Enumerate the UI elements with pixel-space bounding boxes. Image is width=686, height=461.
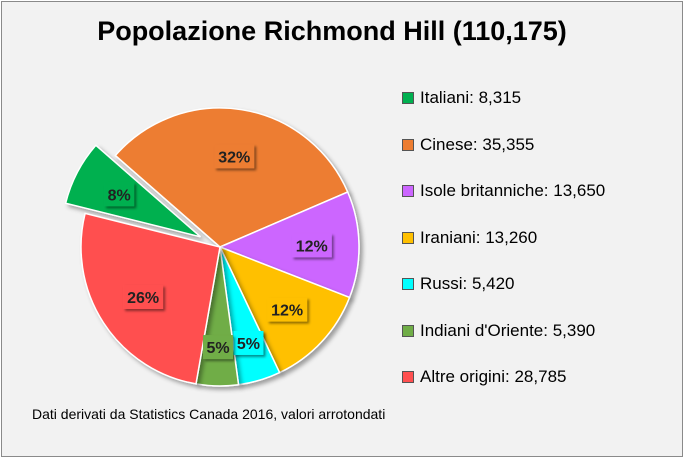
legend-swatch: [402, 138, 414, 151]
legend-label: Iraniani: 13,260: [420, 227, 538, 247]
data-label-indiani-d-oriente: 5%: [203, 335, 234, 360]
legend-swatch: [402, 324, 414, 337]
data-label-isole-britanniche: 12%: [291, 233, 332, 258]
data-label-iraniani: 12%: [267, 297, 308, 322]
data-label-text: 5%: [206, 340, 229, 357]
pie-slice-cinese: [114, 107, 349, 248]
data-label-box: [267, 297, 308, 322]
legend-item: Italiani: 8,315: [402, 86, 605, 110]
legend-swatch: [402, 371, 414, 383]
data-label-box: [214, 144, 255, 169]
legend-swatch: [402, 231, 414, 244]
data-label-altre-origini: 26%: [123, 285, 164, 310]
legend-item: Iraniani: 13,260: [402, 226, 605, 250]
legend-label: Italiani: 8,315: [420, 88, 522, 107]
legend-item: Cinese: 35,355: [402, 133, 605, 157]
legend-label: Altre origini: 28,785: [420, 367, 567, 386]
data-label-box: [291, 233, 332, 258]
legend-item: Altre origini: 28,785: [402, 365, 605, 389]
data-label-text: 12%: [296, 238, 328, 255]
data-label-italiani: 8%: [104, 182, 135, 207]
data-label-box: [104, 182, 135, 207]
legend-swatch: [402, 92, 414, 104]
data-label-text: 8%: [108, 187, 131, 204]
source-note: Dati derivati da Statistics Canada 2016,…: [32, 406, 386, 422]
data-label-text: 32%: [218, 149, 250, 166]
legend-label: Russi: 5,420: [420, 274, 515, 293]
pie-chart: 8% 32% 12% 12% 5% 5% 26%: [64, 107, 360, 387]
legend-swatch: [402, 185, 414, 197]
data-label-box: [203, 335, 234, 360]
legend-label: Indiani d'Oriente: 5,390: [420, 320, 596, 340]
data-label-russi: 5%: [233, 330, 264, 355]
legend-swatch: [402, 278, 414, 290]
chart-title: Popolazione Richmond Hill (110,175): [97, 16, 567, 46]
pie-slice-isole-britanniche: [218, 191, 360, 299]
legend-item: Indiani d'Oriente: 5,390: [402, 319, 605, 343]
data-label-box: [233, 330, 264, 355]
legend-item: Russi: 5,420: [402, 272, 605, 296]
data-label-cinese: 32%: [214, 144, 255, 169]
legend-label: Cinese: 35,355: [420, 134, 535, 154]
legend: Italiani: 8,315 Cinese: 35,355 Isole brita…: [402, 86, 605, 412]
data-label-text: 12%: [271, 303, 303, 320]
legend-label: Isole britanniche: 13,650: [420, 181, 606, 200]
data-label-box: [123, 285, 164, 310]
legend-item: Isole britanniche: 13,650: [402, 179, 605, 203]
data-label-text: 26%: [127, 290, 159, 307]
data-label-text: 5%: [237, 336, 260, 353]
